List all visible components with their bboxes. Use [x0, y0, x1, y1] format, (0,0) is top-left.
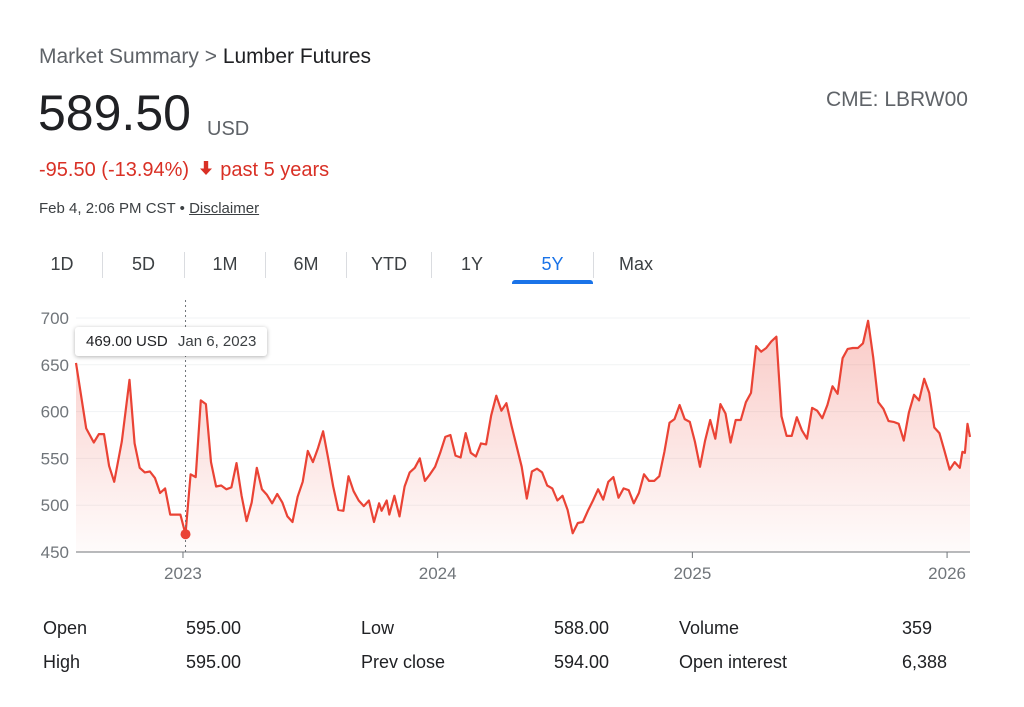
tab-5y[interactable]: 5Y: [512, 246, 593, 284]
price-line: [74, 319, 972, 536]
stats-table: Open 595.00 High 595.00 Low 588.00 Prev …: [0, 612, 1024, 682]
tab-6m[interactable]: 6M: [266, 246, 346, 284]
stat-open-interest-label: Open interest: [679, 652, 788, 672]
breadcrumb-separator: >: [204, 45, 217, 68]
currency-label: USD: [207, 118, 250, 140]
tooltip-value: 469.00 USD: [86, 333, 168, 350]
tab-label: Max: [618, 254, 653, 274]
change-amount: -95.50: [39, 159, 96, 181]
x-tick-label: 2026: [928, 564, 966, 583]
stat-volume-label: Volume: [679, 618, 740, 638]
y-tick-label: 650: [41, 356, 69, 375]
tab-divider: [593, 252, 594, 278]
change-period: past 5 years: [220, 159, 330, 181]
x-tick-label: 2024: [419, 564, 457, 583]
stat-high-label: High: [43, 652, 81, 672]
tab-label: 1D: [50, 254, 74, 274]
y-tick-label: 700: [41, 309, 69, 328]
y-tick-label: 450: [41, 543, 69, 562]
tab-label: 5D: [131, 254, 155, 274]
tab-label: YTD: [371, 254, 407, 274]
timestamp: Feb 4, 2:06 PM CST: [39, 200, 176, 217]
tab-label: 5Y: [541, 254, 564, 274]
stat-prev-close-value: 594.00: [553, 652, 609, 672]
exchange-symbol: CME: LBRW00: [826, 88, 968, 111]
tab-label: 1Y: [460, 254, 484, 274]
breadcrumb-current: Lumber Futures: [222, 45, 372, 68]
price-change: -95.50 (-13.94%) past 5 years: [39, 159, 329, 182]
tab-divider: [431, 252, 432, 278]
x-tick-label: 2025: [673, 564, 711, 583]
y-tick-label: 600: [41, 403, 69, 422]
tab-divider: [346, 252, 347, 278]
chart-tooltip: 469.00 USD Jan 6, 2023: [75, 327, 268, 356]
tab-max[interactable]: Max: [594, 246, 678, 284]
stat-prev-close-label: Prev close: [361, 652, 446, 672]
tab-label: 6M: [293, 254, 319, 274]
breadcrumb: Market Summary > Lumber Futures: [39, 45, 371, 69]
tab-1y[interactable]: 1Y: [432, 246, 512, 284]
tab-1d[interactable]: 1D: [22, 246, 102, 284]
disclaimer-link[interactable]: Disclaimer: [189, 200, 260, 217]
timestamp-line: Feb 4, 2:06 PM CST • Disclaimer: [39, 200, 259, 217]
tab-divider: [184, 252, 185, 278]
tab-label: 1M: [212, 254, 238, 274]
y-tick-label: 500: [41, 496, 69, 515]
tab-divider: [102, 252, 103, 278]
stat-open-interest-value: 6,388: [901, 652, 947, 672]
price-chart[interactable]: 450 500 550 600 650 700 2023 2024 2025 2026: [0, 300, 1024, 590]
active-tab-indicator: [512, 280, 593, 284]
current-price: 589.50: [38, 85, 191, 141]
tooltip-date: Jan 6, 2023: [177, 333, 257, 350]
hover-point: [180, 529, 191, 540]
change-percent: (-13.94%): [101, 159, 190, 181]
breadcrumb-parent[interactable]: Market Summary: [39, 45, 199, 68]
stat-volume-value: 359: [901, 618, 932, 638]
timestamp-separator: •: [179, 200, 185, 217]
arrow-down-icon: [199, 160, 213, 181]
stat-low-value: 588.00: [553, 618, 609, 638]
y-tick-label: 550: [41, 449, 69, 468]
stat-low-label: Low: [361, 618, 395, 638]
tab-1m[interactable]: 1M: [185, 246, 265, 284]
tab-5d[interactable]: 5D: [103, 246, 184, 284]
tab-divider: [265, 252, 266, 278]
stat-high-value: 595.00: [185, 652, 241, 672]
x-tick-label: 2023: [164, 564, 202, 583]
stat-open-value: 595.00: [185, 618, 241, 638]
tab-ytd[interactable]: YTD: [347, 246, 431, 284]
stat-open-label: Open: [43, 618, 88, 638]
